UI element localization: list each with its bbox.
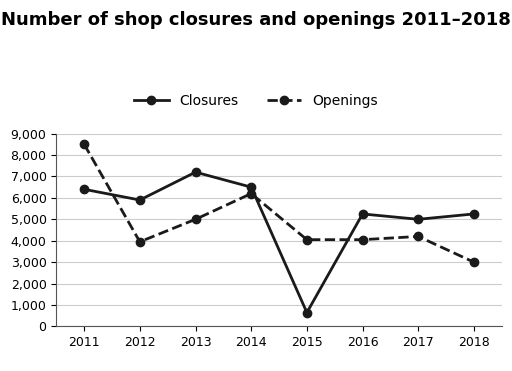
Line: Closures: Closures — [80, 168, 478, 317]
Openings — [415, 234, 421, 239]
Openings — [193, 217, 199, 221]
Closures — [248, 185, 254, 189]
Openings — [359, 237, 366, 242]
Closures — [471, 212, 477, 216]
Closures — [359, 212, 366, 216]
Text: Number of shop closures and openings 2011–2018: Number of shop closures and openings 201… — [1, 11, 511, 29]
Closures — [137, 198, 143, 202]
Closures — [81, 187, 87, 191]
Openings — [137, 240, 143, 244]
Closures — [304, 310, 310, 315]
Openings — [471, 260, 477, 265]
Openings — [81, 142, 87, 147]
Openings — [248, 191, 254, 196]
Line: Openings: Openings — [80, 140, 478, 266]
Closures — [193, 170, 199, 174]
Openings — [304, 237, 310, 242]
Legend: Closures, Openings: Closures, Openings — [129, 89, 383, 114]
Closures — [415, 217, 421, 221]
